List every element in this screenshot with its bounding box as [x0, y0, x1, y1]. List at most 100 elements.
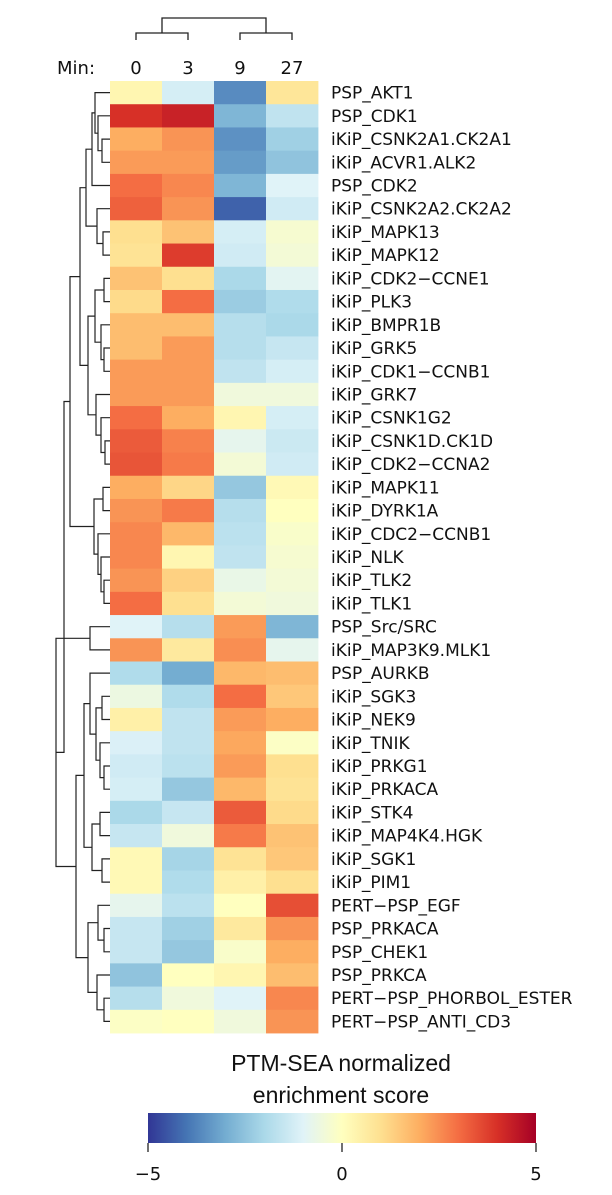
row-dendrogram-branch	[103, 927, 110, 953]
heatmap-cell	[266, 754, 319, 778]
heatmap-cell	[214, 940, 267, 964]
row-dendrogram-branch	[83, 703, 92, 848]
heatmap-cell	[110, 893, 163, 918]
heatmap-cell	[266, 963, 319, 987]
heatmap-cell	[266, 406, 319, 430]
row-labels: PSP_AKT1 PSP_CDK1 iKiP_CSNK2A1.CK2A1 iKiP_A…	[331, 84, 573, 1033]
row-dendrogram-branch	[102, 486, 110, 512]
heatmap-cell	[266, 475, 319, 500]
row-label: iKiP_PRKACA	[331, 780, 438, 800]
row-dendrogram-branch	[103, 765, 110, 790]
heatmap-cell	[214, 522, 267, 546]
heatmap-cell	[110, 777, 163, 802]
heatmap-cell	[214, 707, 267, 732]
heatmap-cell	[214, 684, 267, 709]
row-label: iKiP_TLK1	[331, 594, 412, 614]
heatmap-cell	[162, 104, 215, 128]
heatmap-cell	[110, 522, 163, 546]
row-label: iKiP_CSNK1G2	[331, 409, 452, 429]
heatmap-cell	[110, 568, 163, 593]
column-dendrogram	[135, 17, 293, 40]
heatmap-cell	[266, 104, 319, 128]
row-dendrogram-branch	[91, 823, 102, 872]
heatmap-cell	[266, 591, 319, 616]
heatmap-cell	[266, 986, 319, 1011]
heatmap-cell	[110, 870, 163, 895]
column-axis-label: Min:	[57, 58, 95, 79]
heatmap-cell	[214, 197, 267, 221]
row-dendrogram-branch	[94, 289, 104, 343]
heatmap-cell	[110, 127, 163, 152]
heatmap-cell	[110, 754, 163, 778]
heatmap-cell	[214, 893, 267, 918]
heatmap-cell	[162, 800, 215, 825]
legend-tick-min: −5	[135, 1164, 162, 1185]
legend-title-line-2: enrichment score	[253, 1082, 429, 1108]
heatmap-cell	[110, 173, 163, 198]
row-dendrogram-branch	[102, 231, 110, 256]
heatmap-cells	[110, 81, 319, 1034]
row-dendrogram-branch	[99, 742, 110, 779]
heatmap-cell	[214, 1009, 267, 1034]
row-label: iKiP_CSNK2A1.CK2A1	[331, 130, 512, 150]
heatmap-cell	[162, 638, 215, 662]
row-label: iKiP_ACVR1.ALK2	[331, 153, 476, 173]
column-dendrogram-branch	[239, 32, 293, 40]
heatmap-cell	[110, 591, 163, 616]
heatmap-cell	[162, 150, 215, 175]
row-dendrogram-branch	[101, 138, 110, 163]
heatmap-cell	[162, 986, 215, 1011]
legend-title-line-1: PTM-SEA normalized	[231, 1050, 451, 1076]
heatmap-cell	[266, 824, 319, 848]
column-label: 27	[281, 58, 304, 79]
heatmap-cell	[110, 1009, 163, 1034]
heatmap-cell	[266, 684, 319, 709]
row-dendrogram-branch	[95, 707, 102, 761]
column-dendrogram-branch	[161, 17, 267, 33]
heatmap-cell	[110, 429, 163, 453]
heatmap-cell	[266, 498, 319, 523]
row-label: iKiP_CDK2−CCNE1	[331, 269, 490, 289]
heatmap-cell	[214, 150, 267, 175]
heatmap-cell	[162, 940, 215, 964]
heatmap-cell	[266, 220, 319, 244]
heatmap-cell	[110, 638, 163, 662]
column-labels: 0 3 9 27	[130, 58, 303, 79]
legend-tick-zero: 0	[336, 1164, 347, 1185]
heatmap-cell	[214, 545, 267, 570]
row-dendrogram-branch	[93, 498, 103, 555]
heatmap-cell	[266, 359, 319, 384]
row-dendrogram-branch	[55, 637, 90, 868]
row-label: iKiP_DYRK1A	[331, 502, 439, 522]
color-legend: PTM-SEA normalized enrichment score −5 0…	[135, 1050, 542, 1185]
heatmap-cell	[266, 777, 319, 802]
heatmap-cell	[162, 498, 215, 523]
heatmap-cell	[162, 870, 215, 895]
heatmap-cell	[214, 127, 267, 152]
heatmap-cell	[162, 615, 215, 639]
heatmap-cell	[162, 289, 215, 314]
heatmap-cell	[162, 731, 215, 755]
heatmap-cell	[214, 243, 267, 268]
heatmap-cell	[214, 452, 267, 477]
heatmap-cell	[214, 266, 267, 291]
heatmap-cell	[110, 847, 163, 871]
heatmap-cell	[214, 800, 267, 825]
heatmap-cell	[110, 289, 163, 314]
heatmap-cell	[162, 313, 215, 337]
row-dendrogram-branch	[103, 277, 110, 303]
column-label: 9	[234, 58, 245, 79]
heatmap-cell	[110, 963, 163, 987]
heatmap-cell	[214, 661, 267, 686]
heatmap-cell	[162, 684, 215, 709]
heatmap-cell	[110, 707, 163, 732]
heatmap-cell	[214, 986, 267, 1011]
row-dendrogram-branch	[96, 974, 110, 1011]
heatmap-cell	[110, 824, 163, 848]
heatmap-cell	[110, 452, 163, 477]
heatmap-cell	[162, 824, 215, 848]
heatmap-cell	[214, 359, 267, 384]
row-dendrogram-branch	[69, 276, 94, 528]
legend-tick-max: 5	[530, 1164, 541, 1185]
